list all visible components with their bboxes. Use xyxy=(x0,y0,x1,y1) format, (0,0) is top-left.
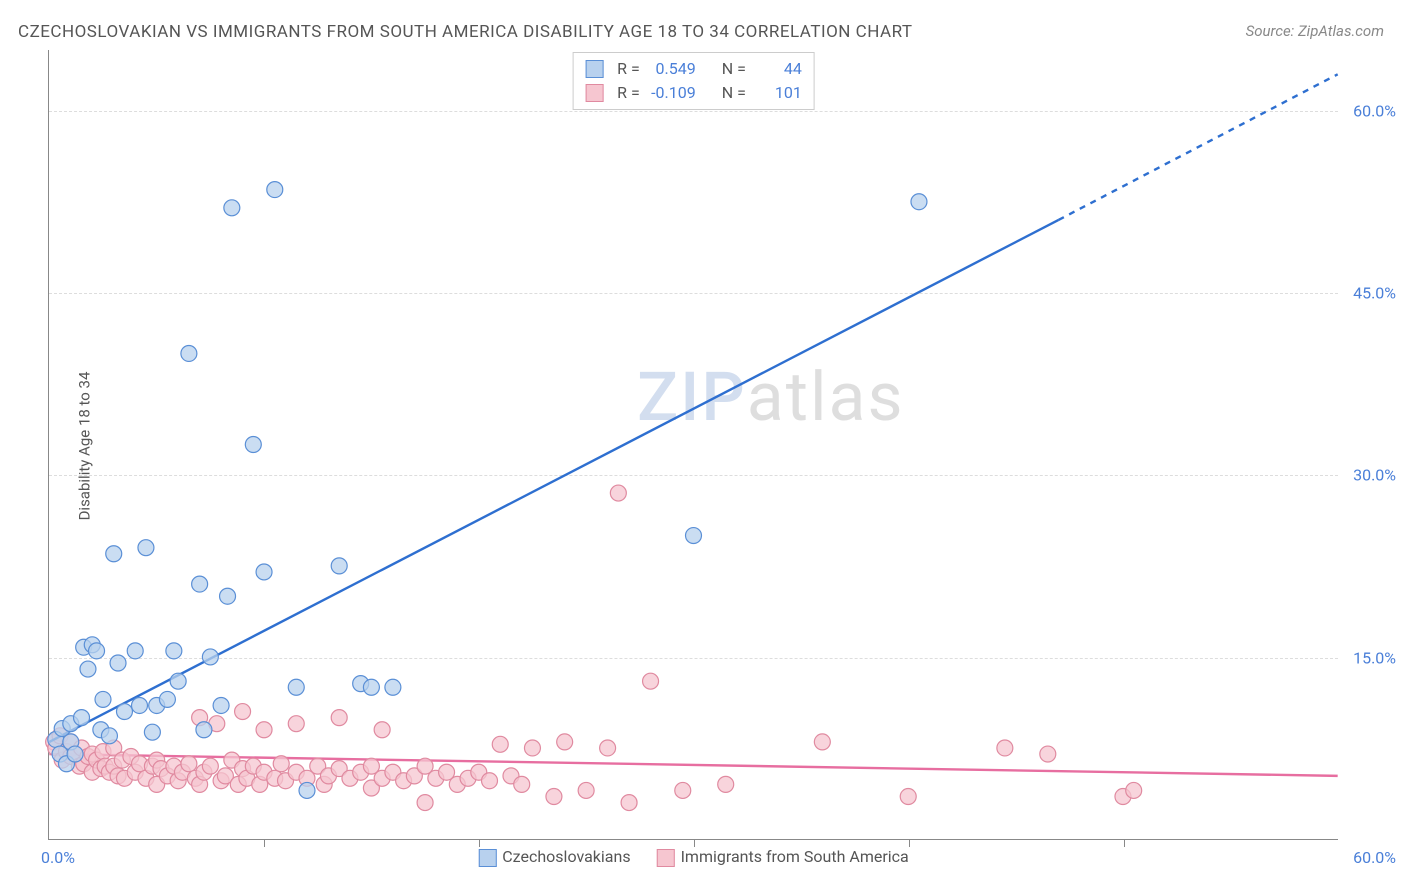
data-point-southam xyxy=(578,782,594,798)
data-point-czech xyxy=(127,643,143,659)
r-value-1: 0.549 xyxy=(648,57,696,81)
legend-item-2: Immigrants from South America xyxy=(657,847,909,867)
data-point-czech xyxy=(686,528,702,544)
data-point-southam xyxy=(1040,746,1056,762)
data-point-southam xyxy=(600,740,616,756)
data-point-southam xyxy=(814,734,830,750)
data-point-czech xyxy=(89,643,105,659)
data-point-czech xyxy=(224,200,240,216)
data-point-czech xyxy=(331,558,347,574)
data-point-czech xyxy=(74,710,90,726)
data-point-southam xyxy=(492,736,508,752)
data-point-czech xyxy=(220,588,236,604)
x-tick xyxy=(479,839,480,847)
data-point-southam xyxy=(643,673,659,689)
trend-line-czech xyxy=(49,220,1058,742)
source-attribution: Source: ZipAtlas.com xyxy=(1246,22,1384,40)
swatch-czech-icon xyxy=(585,60,603,78)
x-tick xyxy=(1124,839,1125,847)
y-tick-label: 45.0% xyxy=(1353,284,1396,303)
n-label-2: N = xyxy=(722,81,746,105)
data-point-czech xyxy=(192,576,208,592)
data-point-czech xyxy=(181,345,197,361)
data-point-czech xyxy=(170,673,186,689)
r-label-2: R = xyxy=(617,81,640,105)
data-point-southam xyxy=(557,734,573,750)
data-point-czech xyxy=(101,728,117,744)
chart-title: CZECHOSLOVAKIAN VS IMMIGRANTS FROM SOUTH… xyxy=(18,22,913,42)
data-point-czech xyxy=(80,661,96,677)
data-point-southam xyxy=(621,795,637,811)
n-value-2: 101 xyxy=(754,81,802,105)
data-point-southam xyxy=(331,710,347,726)
data-point-czech xyxy=(196,722,212,738)
x-tick xyxy=(694,839,695,847)
data-point-czech xyxy=(144,724,160,740)
swatch-czech-icon xyxy=(478,849,496,867)
swatch-southam-icon xyxy=(585,84,603,102)
x-end-label: 60.0% xyxy=(1353,848,1396,867)
data-point-czech xyxy=(245,437,261,453)
data-point-czech xyxy=(116,704,132,720)
x-tick xyxy=(909,839,910,847)
data-point-czech xyxy=(159,691,175,707)
data-point-southam xyxy=(288,716,304,732)
data-point-czech xyxy=(110,655,126,671)
data-point-southam xyxy=(546,789,562,805)
n-value-1: 44 xyxy=(754,57,802,81)
data-point-czech xyxy=(67,746,83,762)
data-point-czech xyxy=(132,697,148,713)
y-tick-label: 60.0% xyxy=(1353,101,1396,120)
data-point-southam xyxy=(718,776,734,792)
data-point-czech xyxy=(256,564,272,580)
correlation-chart: CZECHOSLOVAKIAN VS IMMIGRANTS FROM SOUTH… xyxy=(0,0,1406,892)
x-origin-label: 0.0% xyxy=(41,848,75,867)
data-point-czech xyxy=(95,691,111,707)
data-point-czech xyxy=(202,649,218,665)
legend-label-1: Czechoslovakians xyxy=(502,847,630,866)
data-point-southam xyxy=(273,756,289,772)
data-point-southam xyxy=(675,782,691,798)
stats-row-2: R = -0.109 N = 101 xyxy=(585,81,802,105)
data-point-southam xyxy=(235,704,251,720)
data-point-southam xyxy=(610,485,626,501)
data-point-czech xyxy=(911,194,927,210)
plot-svg xyxy=(49,50,1338,839)
data-point-czech xyxy=(288,679,304,695)
data-point-czech xyxy=(267,182,283,198)
swatch-southam-icon xyxy=(657,849,675,867)
data-point-southam xyxy=(1126,782,1142,798)
data-point-czech xyxy=(385,679,401,695)
r-value-2: -0.109 xyxy=(648,81,696,105)
data-point-southam xyxy=(374,722,390,738)
trend-line-dash-czech xyxy=(1059,74,1338,220)
legend-item-1: Czechoslovakians xyxy=(478,847,630,867)
y-tick-label: 30.0% xyxy=(1353,466,1396,485)
data-point-southam xyxy=(417,795,433,811)
data-point-czech xyxy=(213,697,229,713)
data-point-southam xyxy=(202,758,218,774)
r-label: R = xyxy=(617,57,640,81)
n-label: N = xyxy=(722,57,746,81)
data-point-czech xyxy=(299,782,315,798)
data-point-czech xyxy=(166,643,182,659)
data-point-southam xyxy=(524,740,540,756)
stats-legend: R = 0.549 N = 44 R = -0.109 N = 101 xyxy=(572,52,815,110)
series-legend: Czechoslovakians Immigrants from South A… xyxy=(478,847,908,867)
data-point-southam xyxy=(514,776,530,792)
data-point-southam xyxy=(482,773,498,789)
data-point-southam xyxy=(900,789,916,805)
data-point-southam xyxy=(181,756,197,772)
data-point-czech xyxy=(138,540,154,556)
data-point-czech xyxy=(363,679,379,695)
data-point-southam xyxy=(256,722,272,738)
y-tick-label: 15.0% xyxy=(1353,648,1396,667)
plot-area: ZIPatlas R = 0.549 N = 44 R = -0.109 N =… xyxy=(48,50,1338,840)
stats-row-1: R = 0.549 N = 44 xyxy=(585,57,802,81)
x-tick xyxy=(264,839,265,847)
legend-label-2: Immigrants from South America xyxy=(681,847,909,866)
data-point-southam xyxy=(997,740,1013,756)
data-point-czech xyxy=(106,546,122,562)
